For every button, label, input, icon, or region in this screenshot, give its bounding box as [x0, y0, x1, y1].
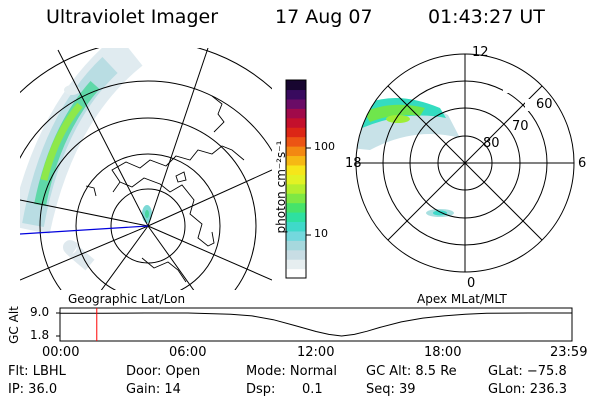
apex-spokes — [356, 54, 574, 272]
geo-meridians — [20, 48, 272, 290]
geographic-map — [20, 48, 272, 290]
time-label: 01:43:27 UT — [428, 6, 545, 28]
colorbar-swatch — [286, 155, 306, 166]
chart-xtick-0: 00:00 — [42, 345, 80, 360]
colorbar-swatch — [286, 80, 306, 91]
colorbar-swatch — [286, 174, 306, 185]
colorbar-swatch — [286, 259, 306, 270]
colorbar-swatch — [286, 193, 306, 204]
info-gain: Gain: 14 — [126, 382, 181, 397]
chart-xtick-12: 12:00 — [297, 345, 335, 360]
apex-mlt-18: 18 — [345, 156, 362, 171]
info-dsp-label: Dsp: — [246, 382, 276, 397]
apex-map-label: Apex MLat/MLT — [417, 292, 507, 306]
apex-lat-60: 60 — [536, 97, 553, 112]
geo-map-label: Geographic Lat/Lon — [68, 292, 186, 306]
date-label: 17 Aug 07 — [275, 6, 373, 28]
colorbar-ticks — [306, 147, 311, 236]
info-glat: GLat: −75.8 — [488, 364, 567, 379]
colorbar-tick-10: 10 — [314, 227, 328, 240]
chart-xtick-18: 18:00 — [424, 345, 462, 360]
info-seq: Seq: 39 — [366, 382, 416, 397]
colorbar-swatch — [286, 127, 306, 138]
colorbar-swatch — [286, 136, 306, 147]
info-gc-alt: GC Alt: 8.5 Re — [366, 364, 457, 379]
chart-yticks — [56, 312, 60, 337]
altitude-chart — [56, 307, 573, 342]
instrument-title: Ultraviolet Imager — [46, 6, 219, 28]
info-mode: Mode: Normal — [246, 364, 337, 379]
info-door: Door: Open — [126, 364, 201, 379]
colorbar — [286, 80, 306, 279]
colorbar-swatch — [286, 183, 306, 194]
colorbar-swatch — [286, 268, 306, 279]
colorbar-swatch — [286, 249, 306, 260]
colorbar-frame — [285, 79, 307, 279]
apex-mlt-6: 6 — [578, 156, 587, 171]
colorbar-swatch — [286, 89, 306, 100]
colorbar-unit-label: photon cm⁻²s⁻¹ — [274, 140, 288, 234]
info-dsp-value: 0.1 — [302, 382, 323, 397]
colorbar-swatch — [286, 98, 306, 109]
apex-mlt-0: 0 — [467, 276, 476, 291]
apex-mlt-12: 12 — [472, 45, 489, 60]
colorbar-swatch — [286, 221, 306, 232]
colorbar-swatch — [286, 108, 306, 119]
info-glon: GLon: 236.3 — [488, 382, 568, 397]
info-flt: Flt: LBHL — [8, 364, 66, 379]
info-ip: IP: 36.0 — [8, 382, 58, 397]
chart-xtick-6: 06:00 — [169, 345, 207, 360]
chart-xtick-end: 23:59 — [550, 345, 588, 360]
apex-lat-70: 70 — [512, 119, 529, 134]
chart-ytick-9: 9.0 — [30, 305, 50, 319]
colorbar-swatch — [286, 202, 306, 213]
colorbar-swatch — [286, 164, 306, 175]
apex-map — [355, 53, 575, 273]
chart-ytick-1-8: 1.8 — [30, 328, 50, 342]
colorbar-swatch — [286, 240, 306, 251]
colorbar-swatch — [286, 230, 306, 241]
colorbar-swatch — [286, 146, 306, 157]
colorbar-swatch — [286, 117, 306, 128]
colorbar-tick-100: 100 — [314, 140, 335, 153]
geo-coastline — [85, 95, 245, 283]
altitude-series-line — [59, 312, 572, 337]
colorbar-swatch — [286, 212, 306, 223]
chart-ylabel: GC Alt — [7, 306, 21, 344]
geo-sun-line — [20, 225, 149, 235]
apex-lat-80: 80 — [483, 136, 500, 151]
